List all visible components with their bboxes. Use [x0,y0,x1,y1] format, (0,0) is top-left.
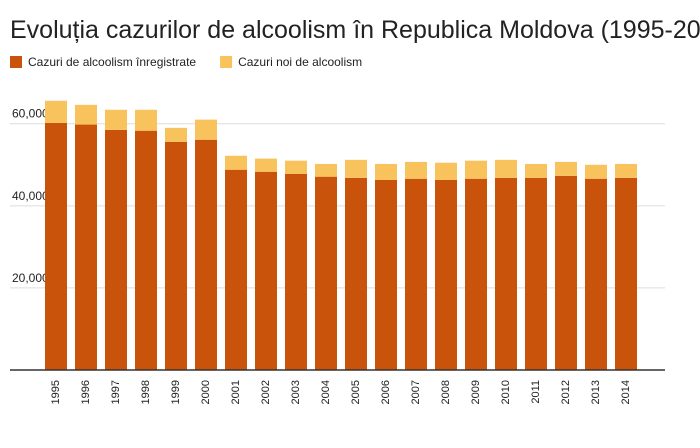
x-tick-label: 2014 [620,380,632,404]
bar-segment [555,175,577,370]
bar-segment [315,176,337,370]
bar-segment [135,109,157,131]
x-tick-label: 2006 [380,380,392,404]
bar-segment [585,178,607,370]
bar-segment [105,129,127,370]
bar-segment [165,141,187,370]
x-tick-label: 1999 [170,380,182,404]
bar-segment [405,161,427,179]
bar-segment [495,159,517,178]
x-tick-label: 2003 [290,380,302,404]
bar-segment [75,124,97,370]
x-tick-label: 2008 [440,380,452,404]
bar-segment [465,178,487,370]
bar-segment [435,162,457,180]
bar-segment [585,164,607,179]
x-tick-label: 2012 [560,380,572,404]
bar-segment [495,177,517,370]
x-tick-label: 2013 [590,380,602,404]
x-tick-label: 1997 [110,380,122,404]
chart-title: Evoluția cazurilor de alcoolism în Repub… [10,16,700,44]
bar-segment [345,177,367,370]
x-tick-label: 2002 [260,380,272,404]
bar-segment [525,163,547,178]
legend-swatch [220,56,233,68]
x-tick-label: 2005 [350,380,362,404]
x-tick-label: 2010 [500,380,512,404]
bar-segment [345,159,367,178]
x-tick-label: 2004 [320,380,332,404]
legend-label: Cazuri noi de alcoolism [238,55,362,69]
bar-segment [225,169,247,370]
x-tick-label: 2009 [470,380,482,404]
bar-segment [285,160,307,174]
x-tick-label: 2001 [230,380,242,404]
y-tick-label: 60,000 [12,107,49,121]
bar-segment [165,127,187,142]
x-tick-label: 2011 [530,380,542,404]
bar-segment [195,119,217,140]
bar-segment [135,130,157,370]
bar-segment [285,173,307,370]
x-tick-label: 1998 [140,380,152,404]
x-tick-label: 2000 [200,380,212,404]
bar-segment [405,178,427,370]
bar-segment [255,158,277,172]
x-tick-label: 2007 [410,380,422,404]
legend-swatch [10,56,22,68]
bar-segment [615,163,637,178]
bar-segment [435,179,457,370]
bar-segment [45,122,67,370]
x-tick-label: 1996 [80,380,92,404]
y-tick-label: 20,000 [12,271,49,285]
bar-segment [255,171,277,370]
bar-segment [225,155,247,170]
x-tick-label: 1995 [50,380,62,404]
bar-segment [375,163,397,180]
legend-label: Cazuri de alcoolism înregistrate [28,55,196,69]
bar-segment [45,100,67,123]
bar-segment [555,161,577,176]
bar-segment [465,160,487,179]
bar-segment [375,179,397,370]
bar-segment [75,104,97,125]
bar-segment [105,109,127,130]
bar-segment [195,139,217,370]
bar-segment [315,163,337,177]
bar-segment [525,177,547,370]
bar-segment [615,177,637,370]
y-tick-label: 40,000 [12,189,49,203]
